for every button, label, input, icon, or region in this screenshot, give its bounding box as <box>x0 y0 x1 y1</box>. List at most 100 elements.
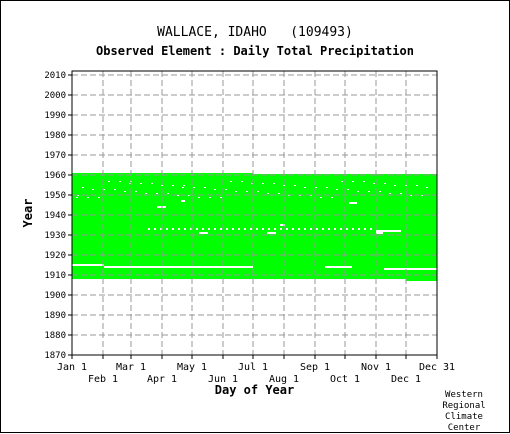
x-tick-label: Feb 1 <box>88 374 118 385</box>
missing-day-mark <box>177 195 179 196</box>
missing-day-mark <box>426 187 428 188</box>
missing-day-mark <box>273 183 275 184</box>
credit-line: Center <box>447 423 481 433</box>
missing-day-mark <box>326 187 328 188</box>
plot-border <box>71 70 438 356</box>
missing-day-mark <box>230 181 232 182</box>
coverage-block <box>253 174 406 279</box>
y-tick-label: 1990 <box>44 111 66 121</box>
missing-day-mark <box>167 193 169 194</box>
missing-day-mark <box>384 183 386 184</box>
x-axis-label: Day of Year <box>215 383 294 397</box>
missing-day-mark <box>76 197 78 198</box>
y-tick-label: 1950 <box>44 191 66 201</box>
missing-day-mark <box>114 189 116 190</box>
y-tick-label: 1980 <box>44 131 66 141</box>
missing-day-mark <box>198 197 200 198</box>
missing-day-mark <box>161 185 163 186</box>
missing-day-mark <box>98 197 100 198</box>
missing-day-mark <box>336 189 338 190</box>
missing-day-mark <box>214 189 216 190</box>
missing-day-mark <box>246 191 248 192</box>
credit-line: Western <box>445 390 483 400</box>
x-tick-label: Dec 31 <box>419 362 455 373</box>
x-tick-label: Apr 1 <box>147 374 177 385</box>
missing-day-mark <box>389 193 391 194</box>
x-tick-label: Jan 1 <box>57 362 87 373</box>
missing-day-mark <box>235 191 237 192</box>
y-tick-label: 1930 <box>44 231 66 241</box>
missing-day-mark <box>421 195 423 196</box>
missing-day-mark <box>304 187 306 188</box>
x-tick-label: Jul 1 <box>238 362 268 373</box>
x-tick-label: Sep 1 <box>300 362 330 373</box>
missing-day-mark <box>92 189 94 190</box>
missing-day-mark <box>278 193 280 194</box>
missing-day-mark <box>145 193 147 194</box>
y-tick-label: 1890 <box>44 311 66 321</box>
chart-subtitle: Observed Element : Daily Total Precipita… <box>96 44 414 58</box>
y-tick-label: 1870 <box>44 351 66 361</box>
y-tick-label: 1960 <box>44 171 66 181</box>
missing-day-mark <box>315 187 317 188</box>
x-tick-label: Nov 1 <box>361 362 391 373</box>
missing-day-mark <box>257 191 259 192</box>
missing-day-mark <box>220 197 222 198</box>
coverage-block <box>406 174 437 281</box>
missing-day-mark <box>331 197 333 198</box>
missing-day-mark <box>193 187 195 188</box>
missing-day-mark <box>129 183 131 184</box>
x-tick-label: May 1 <box>177 362 207 373</box>
missing-day-mark <box>405 185 407 186</box>
missing-day-mark <box>368 191 370 192</box>
credit-line: Climate <box>445 412 483 422</box>
missing-day-mark <box>357 191 359 192</box>
missing-day-mark <box>135 191 137 192</box>
credit-block: Western Regional Climate Center <box>434 390 494 434</box>
missing-day-mark <box>119 181 121 182</box>
y-axis-label: Year <box>21 199 35 228</box>
x-tick-label: Dec 1 <box>391 374 421 385</box>
y-tick-label: 1940 <box>44 211 66 221</box>
missing-day-mark <box>172 185 174 186</box>
missing-day-mark <box>82 187 84 188</box>
missing-day-mark <box>394 185 396 186</box>
missing-day-mark <box>209 197 211 198</box>
missing-day-mark <box>379 191 381 192</box>
x-tick-label: Aug 1 <box>269 374 299 385</box>
y-tick-label: 1970 <box>44 151 66 161</box>
missing-day-mark <box>108 181 110 182</box>
missing-day-mark <box>225 189 227 190</box>
missing-day-mark <box>283 185 285 186</box>
missing-day-mark <box>373 183 375 184</box>
y-tick-label: 1920 <box>44 251 66 261</box>
missing-day-mark <box>251 183 253 184</box>
y-tick-label: 1910 <box>44 271 66 281</box>
missing-day-mark <box>320 197 322 198</box>
missing-day-mark <box>416 185 418 186</box>
missing-day-mark <box>262 183 264 184</box>
missing-day-mark <box>140 183 142 184</box>
y-tick-label: 1880 <box>44 331 66 341</box>
missing-day-mark <box>267 193 269 194</box>
y-tick-label: 2010 <box>44 71 66 81</box>
missing-day-mark <box>241 181 243 182</box>
missing-day-mark <box>204 187 206 188</box>
missing-day-mark <box>156 193 158 194</box>
missing-day-mark <box>363 181 365 182</box>
chart-title: WALLACE, IDAHO (109493) <box>157 25 353 40</box>
credit-line: Regional <box>442 401 486 411</box>
missing-day-mark <box>341 181 343 182</box>
x-tick-label: Jun 1 <box>208 374 238 385</box>
missing-day-mark <box>87 197 89 198</box>
missing-day-mark <box>294 185 296 186</box>
y-tick-label: 2000 <box>44 91 66 101</box>
missing-day-mark <box>124 191 126 192</box>
x-tick-label: Mar 1 <box>116 362 146 373</box>
missing-day-mark <box>103 189 105 190</box>
missing-day-mark <box>151 183 153 184</box>
missing-day-mark <box>182 187 184 188</box>
missing-day-mark <box>347 189 349 190</box>
x-tick-label: Oct 1 <box>330 374 360 385</box>
